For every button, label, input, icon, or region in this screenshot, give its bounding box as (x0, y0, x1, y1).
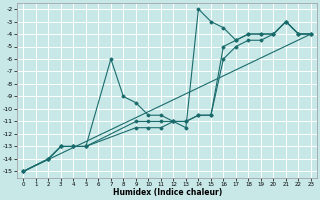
X-axis label: Humidex (Indice chaleur): Humidex (Indice chaleur) (113, 188, 222, 197)
